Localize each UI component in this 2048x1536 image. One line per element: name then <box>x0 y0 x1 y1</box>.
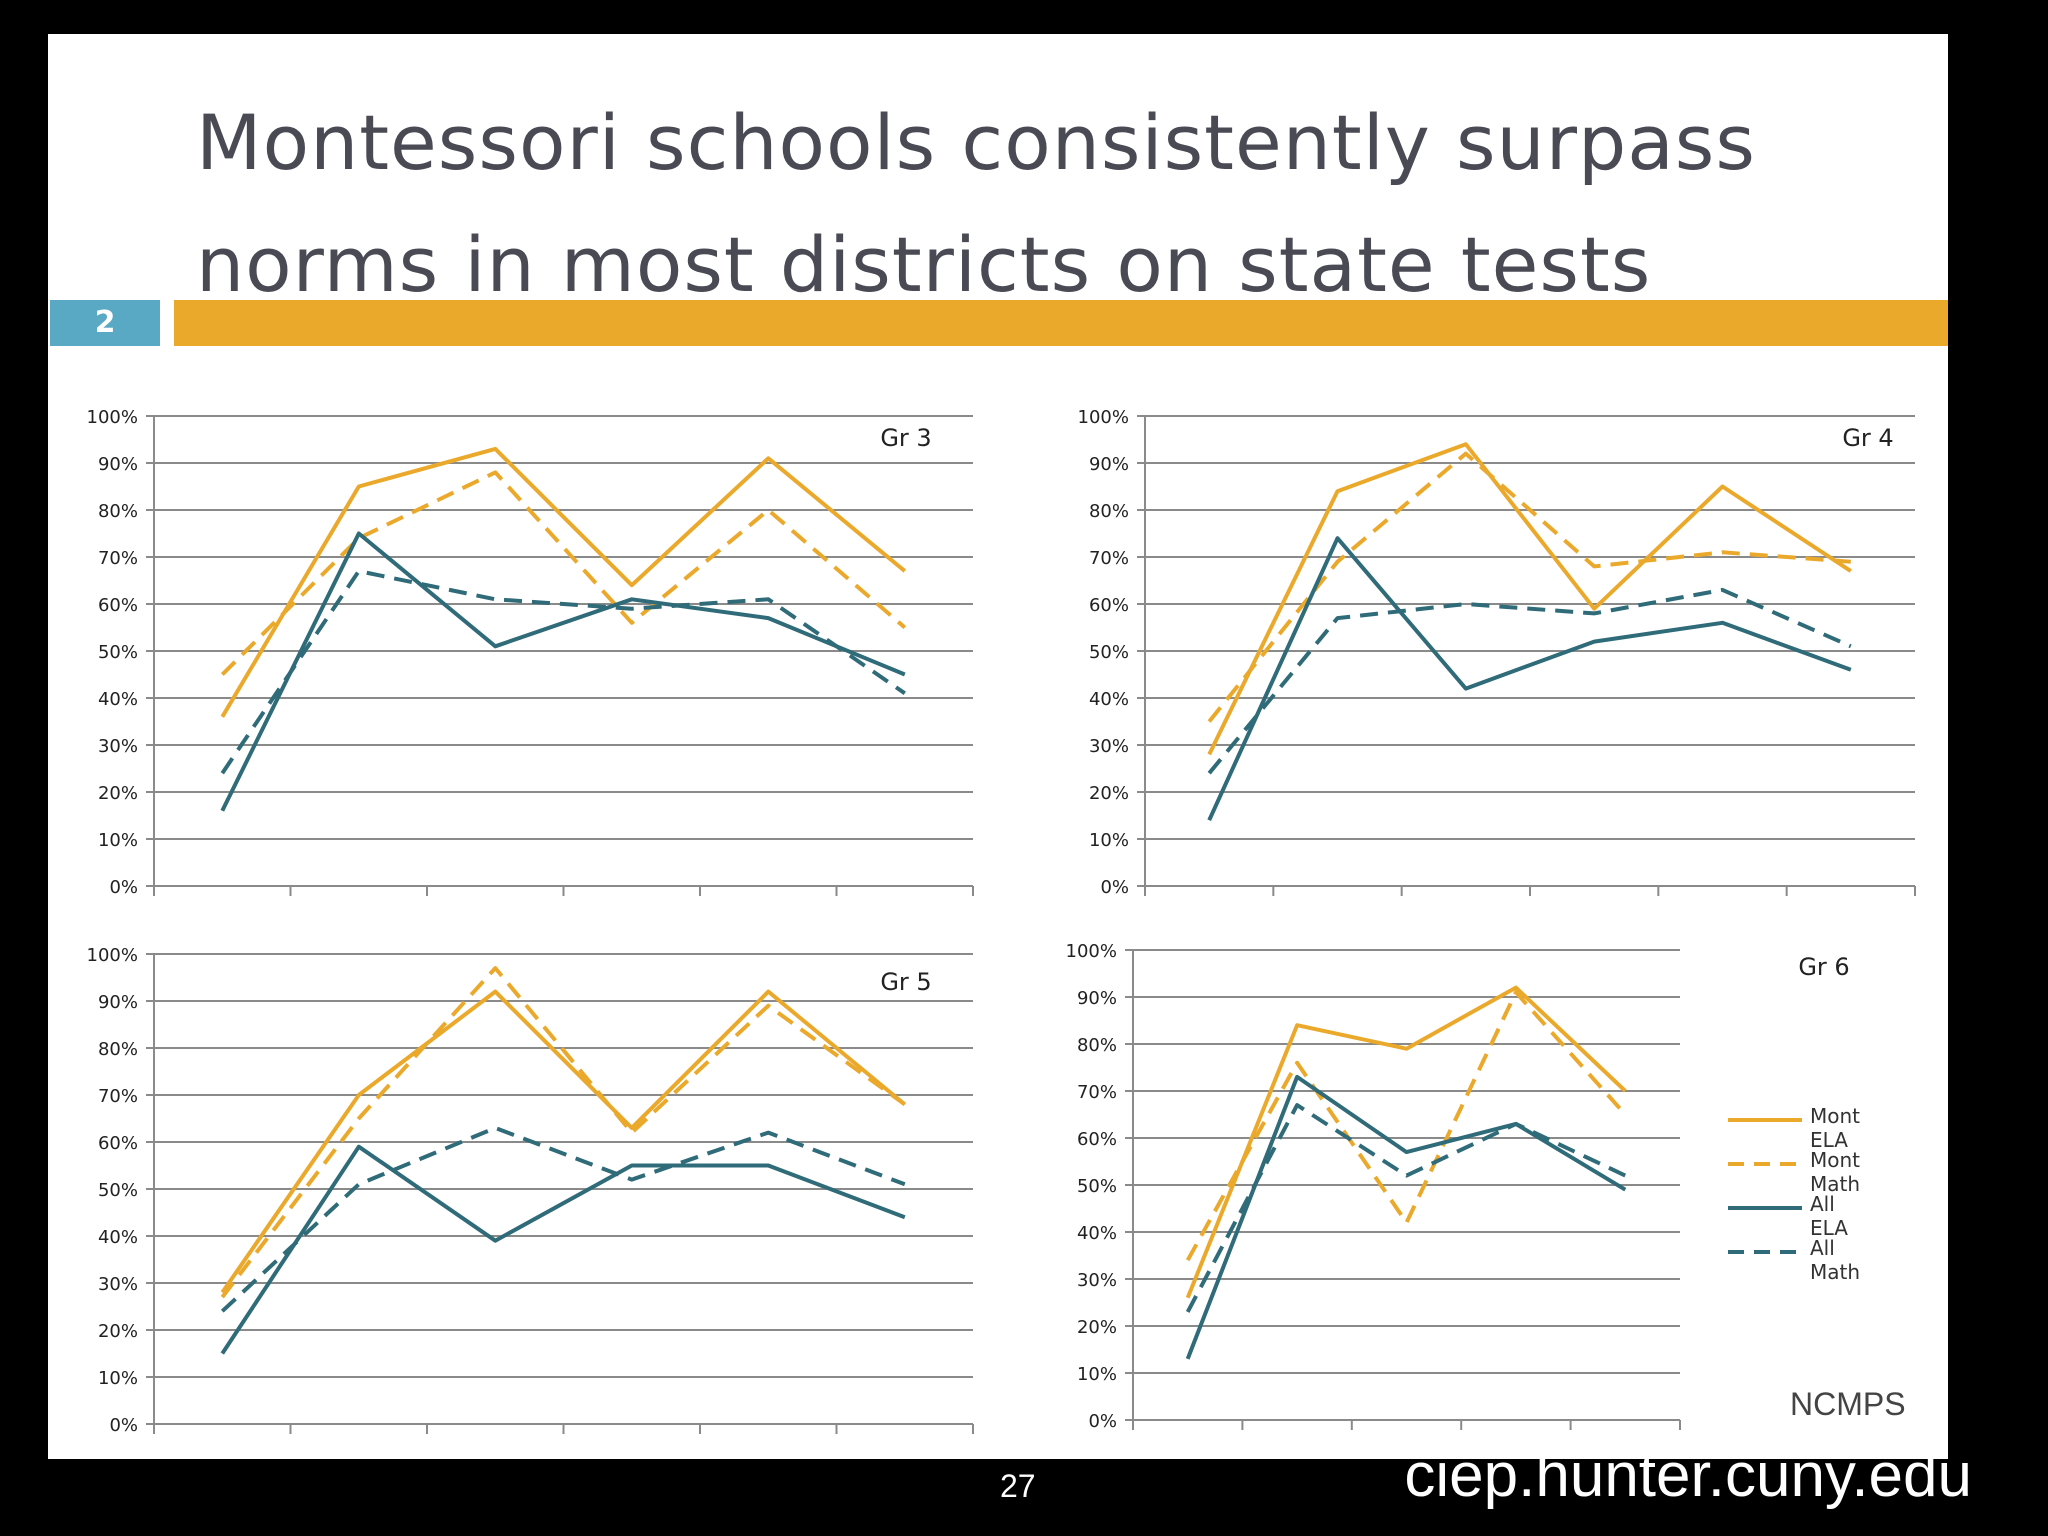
y-tick-label: 90% <box>1089 454 1129 475</box>
y-tick-label: 80% <box>98 501 138 522</box>
legend-label: Mont ELA <box>1810 1104 1861 1152</box>
y-tick-label: 0% <box>1100 877 1129 898</box>
legend-label: Mont Math <box>1810 1148 1861 1196</box>
y-tick-label: 0% <box>1088 1411 1117 1432</box>
series-line-mont-math <box>1185 990 1627 1262</box>
chart-grade-3: 0%10%20%30%40%50%60%70%80%90%100%Milwauk… <box>87 407 974 898</box>
slide-title: Montessori schools consistently surpass … <box>196 82 1896 326</box>
y-tick-label: 0% <box>109 877 138 898</box>
y-tick-label: 90% <box>1077 988 1117 1009</box>
y-tick-label: 40% <box>98 689 138 710</box>
series-line-mont-math <box>220 966 906 1299</box>
y-tick-label: 20% <box>1077 1317 1117 1338</box>
section-number: 2 <box>94 305 116 340</box>
y-tick-label: 80% <box>1089 501 1129 522</box>
y-tick-label: 40% <box>98 1227 138 1248</box>
y-tick-label: 30% <box>1089 736 1129 757</box>
y-tick-label: 70% <box>98 548 138 569</box>
y-tick-label: 100% <box>1066 941 1117 962</box>
series-line-all-math <box>220 1125 906 1313</box>
y-tick-label: 10% <box>98 1368 138 1389</box>
series-line-mont-ela <box>220 446 907 718</box>
legend-label: All ELA <box>1810 1192 1848 1240</box>
y-tick-label: 10% <box>1089 830 1129 851</box>
panel-label: Gr 5 <box>880 968 931 996</box>
y-tick-label: 80% <box>1077 1035 1117 1056</box>
y-tick-label: 70% <box>1089 548 1129 569</box>
panel-label: Gr 3 <box>880 424 931 452</box>
y-tick-label: 60% <box>1089 595 1129 616</box>
series-line-mont-ela <box>1207 442 1852 756</box>
y-tick-label: 70% <box>98 1086 138 1107</box>
page-number: 27 <box>1000 1468 1036 1504</box>
y-tick-label: 20% <box>98 783 138 804</box>
y-tick-label: 40% <box>1077 1223 1117 1244</box>
section-number-box: 2 <box>50 300 160 346</box>
footer-url: ciep.hunter.cuny.edu <box>1404 1441 1972 1510</box>
chart-grade-5: 0%10%20%30%40%50%60%70%80%90%100%Milwauk… <box>87 945 974 1436</box>
series-line-all-math <box>220 569 906 775</box>
y-tick-label: 100% <box>87 407 138 428</box>
series-line-all-ela <box>220 1144 906 1355</box>
y-tick-label: 50% <box>98 642 138 663</box>
legend-swatch <box>1728 1118 1802 1122</box>
series-line-mont-ela <box>1185 985 1627 1299</box>
y-tick-label: 40% <box>1089 689 1129 710</box>
accent-bar <box>174 300 1948 346</box>
chart-grade-4: 0%10%20%30%40%50%60%70%80%90%100%Milwauk… <box>1078 407 1916 898</box>
y-tick-label: 70% <box>1077 1082 1117 1103</box>
series-line-all-math <box>1207 587 1852 775</box>
series-line-all-math <box>1185 1103 1627 1313</box>
series-line-all-ela <box>1185 1074 1627 1360</box>
y-tick-label: 20% <box>98 1321 138 1342</box>
series-line-mont-math <box>220 470 907 676</box>
y-tick-label: 90% <box>98 454 138 475</box>
series-line-mont-ela <box>220 989 907 1294</box>
y-tick-label: 50% <box>98 1180 138 1201</box>
y-tick-label: 30% <box>98 1274 138 1295</box>
legend-label: All Math <box>1810 1236 1861 1284</box>
y-tick-label: 100% <box>1078 407 1129 428</box>
title-line-1: Montessori schools consistently surpass <box>196 98 1756 187</box>
y-tick-label: 100% <box>87 945 138 966</box>
source-label: NCMPS <box>1790 1386 1906 1422</box>
y-tick-label: 10% <box>1077 1364 1117 1385</box>
y-tick-label: 50% <box>1077 1176 1117 1197</box>
series-line-all-ela <box>1207 536 1852 822</box>
legend-swatch <box>1728 1250 1802 1254</box>
y-tick-label: 60% <box>98 595 138 616</box>
series-line-mont-math <box>1207 451 1851 723</box>
y-tick-label: 20% <box>1089 783 1129 804</box>
y-tick-label: 0% <box>109 1415 138 1436</box>
panel-label: Gr 4 <box>1842 424 1893 452</box>
y-tick-label: 60% <box>1077 1129 1117 1150</box>
title-line-2: norms in most districts on state tests <box>196 220 1652 309</box>
legend-swatch <box>1728 1162 1802 1166</box>
legend-swatch <box>1728 1206 1802 1210</box>
y-tick-label: 30% <box>1077 1270 1117 1291</box>
series-line-all-ela <box>220 531 906 812</box>
y-tick-label: 60% <box>98 1133 138 1154</box>
y-tick-label: 10% <box>98 830 138 851</box>
slide: Montessori schools consistently surpass … <box>48 34 1948 1459</box>
panel-label: Gr 6 <box>1798 953 1849 981</box>
chart-grade-6: 0%10%20%30%40%50%60%70%80%90%100%Milwauk… <box>1066 941 1850 1432</box>
y-tick-label: 30% <box>98 736 138 757</box>
y-tick-label: 80% <box>98 1039 138 1060</box>
y-tick-label: 90% <box>98 992 138 1013</box>
y-tick-label: 50% <box>1089 642 1129 663</box>
